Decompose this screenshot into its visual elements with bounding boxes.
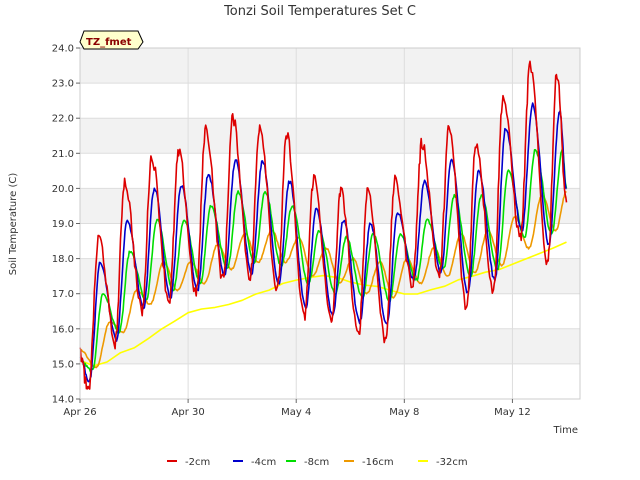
x-tick-label: Apr 30 [172,407,205,418]
x-tick-label: May 8 [389,407,419,418]
plot-band [80,188,580,224]
legend-label: -2cm [185,457,210,468]
y-axis-label: Soil Temperature (C) [8,173,19,276]
chart-title: Tonzi Soil Temperatures Set C [223,4,416,19]
y-axis: 14.0 15.0 16.0 17.0 18.0 19.0 20.0 21.0 22.0 23.0… [52,44,80,406]
x-tick-label: Apr 26 [63,407,96,418]
y-tick-label: 23.0 [52,79,74,90]
legend-label: -8cm [304,457,329,468]
y-tick-label: 24.0 [52,44,74,55]
y-tick-label: 21.0 [52,149,74,160]
plot-band [80,118,580,154]
site-badge-box [79,30,144,50]
plot-band [80,328,580,364]
y-tick-label: 18.0 [52,254,74,265]
y-tick-label: 16.0 [52,324,74,335]
legend-label: -16cm [362,457,394,468]
y-tick-label: 20.0 [52,184,74,195]
y-tick-label: 14.0 [52,395,74,406]
series-lines [79,60,568,390]
site-badge: TZ_fmet [79,30,144,50]
site-badge-label: TZ_fmet [86,37,132,48]
x-tick-label: May 4 [281,407,311,418]
legend-label: -4cm [251,457,276,468]
y-tick-label: 22.0 [52,114,74,125]
series-line-minus-32cm [79,241,567,367]
x-axis: Apr 26 Apr 30 May 4 May 8 May 12 [63,399,531,418]
plot-band [80,48,580,84]
series-line-minus-2cm [79,60,568,390]
x-tick-label: May 12 [494,407,531,418]
y-tick-label: 17.0 [52,289,74,300]
x-axis-label: Time [553,425,578,436]
y-tick-label: 15.0 [52,359,74,370]
y-tick-label: 19.0 [52,219,74,230]
legend: -2cm -4cm -8cm -16cm -32cm [167,457,468,468]
legend-label: -32cm [436,457,468,468]
